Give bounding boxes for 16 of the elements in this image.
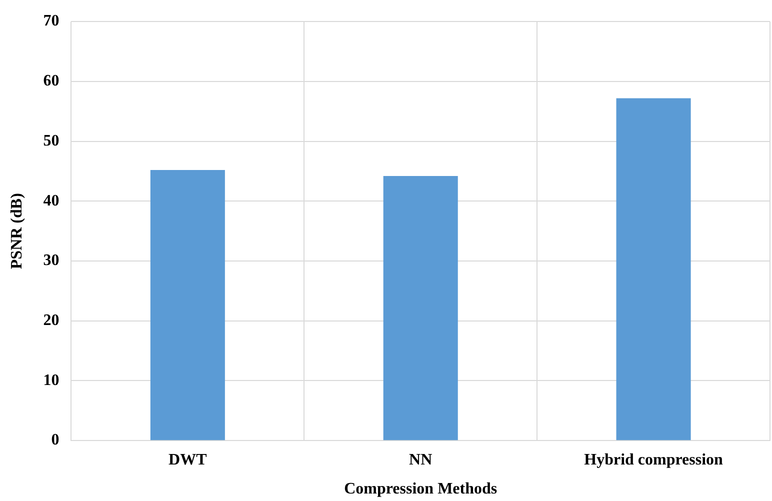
y-tick-label: 10 xyxy=(43,372,60,389)
x-axis-title: Compression Methods xyxy=(344,480,498,498)
bar xyxy=(383,176,458,440)
bar xyxy=(616,98,691,440)
x-tick-label: Hybrid compression xyxy=(584,451,724,468)
x-tick-label: NN xyxy=(409,451,433,468)
x-tick-label: DWT xyxy=(168,451,208,468)
y-tick-label: 0 xyxy=(51,432,60,449)
y-tick-label: 30 xyxy=(43,252,60,270)
y-tick-label: 70 xyxy=(43,12,60,30)
y-tick-label: 20 xyxy=(43,312,60,330)
y-tick-label: 40 xyxy=(43,192,60,210)
y-tick-label: 50 xyxy=(43,132,60,150)
y-axis-title: PSNR (dB) xyxy=(8,193,26,270)
bar xyxy=(150,170,225,440)
y-tick-label: 60 xyxy=(43,72,60,90)
